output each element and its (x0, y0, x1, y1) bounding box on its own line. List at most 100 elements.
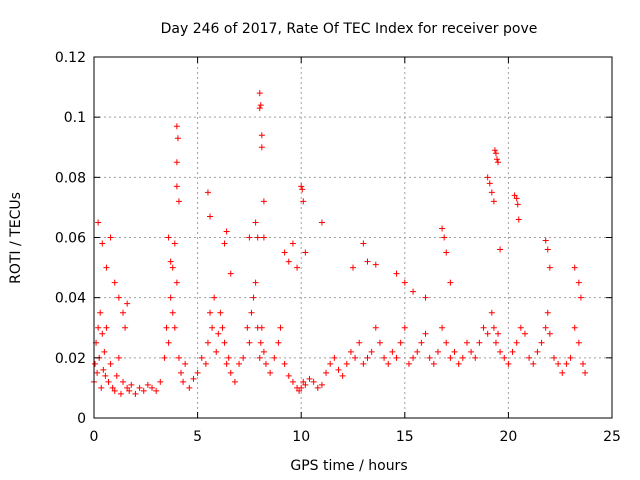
data-point (414, 348, 421, 355)
data-point (217, 309, 224, 316)
data-point (376, 339, 383, 346)
data-points (91, 90, 589, 397)
data-point (109, 384, 116, 391)
data-point (299, 186, 306, 193)
data-point (171, 324, 178, 331)
data-point (252, 219, 259, 226)
y-tick-label: 0.02 (55, 351, 86, 367)
data-point (256, 354, 263, 361)
data-point (582, 369, 589, 376)
data-point (95, 219, 102, 226)
data-point (262, 360, 269, 367)
data-point (289, 240, 296, 247)
data-point (451, 348, 458, 355)
data-point (495, 330, 502, 337)
data-point (173, 159, 180, 166)
y-tick-label: 0.06 (55, 231, 86, 247)
data-point (544, 309, 551, 316)
data-point (497, 246, 504, 253)
data-point (530, 360, 537, 367)
data-point (256, 105, 263, 112)
data-point (513, 339, 520, 346)
data-point (327, 360, 334, 367)
chart-title: Day 246 of 2017, Rate Of TEC Index for r… (161, 21, 538, 37)
data-point (575, 339, 582, 346)
data-point (563, 360, 570, 367)
data-point (281, 249, 288, 256)
data-point (372, 324, 379, 331)
data-point (132, 390, 139, 397)
y-tick-label: 0.1 (64, 110, 86, 126)
data-point (443, 249, 450, 256)
data-point (302, 249, 309, 256)
data-point (484, 330, 491, 337)
data-point (401, 279, 408, 286)
data-point (517, 324, 524, 331)
data-point (227, 369, 234, 376)
data-point (302, 381, 309, 388)
data-point (163, 324, 170, 331)
data-point (447, 279, 454, 286)
data-point (221, 339, 228, 346)
data-point (488, 189, 495, 196)
data-point (180, 378, 187, 385)
data-point (521, 330, 528, 337)
data-point (441, 234, 448, 241)
data-point (567, 354, 574, 361)
data-point (99, 330, 106, 337)
data-point (126, 387, 133, 394)
data-point (300, 378, 307, 385)
data-point (231, 378, 238, 385)
data-point (260, 234, 267, 241)
data-point (98, 384, 105, 391)
data-point (182, 360, 189, 367)
data-point (397, 339, 404, 346)
data-point (422, 294, 429, 301)
data-point (430, 360, 437, 367)
data-point (140, 387, 147, 394)
data-point (418, 339, 425, 346)
data-point (97, 309, 104, 316)
data-point (256, 90, 263, 97)
data-point (175, 198, 182, 205)
data-point (488, 309, 495, 316)
data-point (472, 354, 479, 361)
data-point (513, 195, 520, 202)
data-point (577, 294, 584, 301)
data-point (175, 354, 182, 361)
data-point (173, 183, 180, 190)
data-point (544, 246, 551, 253)
data-point (100, 366, 107, 373)
data-point (368, 348, 375, 355)
data-point (318, 219, 325, 226)
data-point (492, 150, 499, 157)
data-point (480, 324, 487, 331)
data-point (173, 279, 180, 286)
data-point (120, 309, 127, 316)
data-point (360, 240, 367, 247)
data-point (571, 324, 578, 331)
data-point (174, 135, 181, 142)
x-tick-label: 5 (193, 429, 202, 445)
data-point (381, 354, 388, 361)
data-point (153, 387, 160, 394)
data-point (298, 384, 305, 391)
data-point (171, 240, 178, 247)
data-point (94, 369, 101, 376)
data-point (178, 369, 185, 376)
data-point (318, 381, 325, 388)
data-point (405, 360, 412, 367)
data-point (101, 348, 108, 355)
data-point (501, 354, 508, 361)
x-tick-label: 15 (396, 429, 414, 445)
data-point (490, 198, 497, 205)
data-point (103, 324, 110, 331)
data-point (439, 324, 446, 331)
data-point (393, 270, 400, 277)
data-point (167, 294, 174, 301)
data-point (236, 360, 243, 367)
data-point (534, 348, 541, 355)
data-point (95, 324, 102, 331)
data-point (571, 264, 578, 271)
data-point (385, 360, 392, 367)
